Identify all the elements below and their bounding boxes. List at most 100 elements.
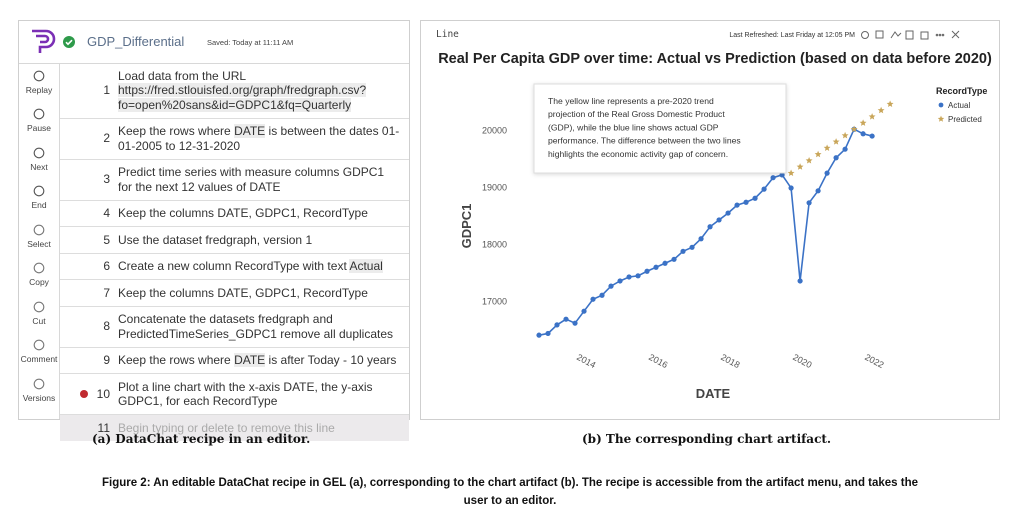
icon-shape [33,70,45,82]
toolbar-button[interactable]: Next [19,140,59,179]
step-text: Keep the rows where DATE is between the … [118,124,400,153]
step-text-part: Load data from the URL [118,68,246,83]
step-number: 3 [60,165,118,194]
y-tick-label: 19000 [482,182,507,192]
data-point [869,133,875,139]
legend-label: Actual [948,101,970,110]
step-number: 11 [97,420,110,435]
placeholder-step[interactable]: 11 Begin typing or delete to remove this … [60,415,409,441]
recipe-steps: 1 Load data from the URL https://fred.stl… [60,63,409,441]
y-tick-label: 17000 [482,296,507,306]
data-point [743,199,749,205]
toolbar-button[interactable]: Select [19,217,59,256]
data-point [806,200,812,206]
data-point [608,283,614,289]
recipe-step[interactable]: 7 Keep the columns DATE, GDPC1, RecordTyp… [60,280,409,307]
tool-icon [33,108,45,120]
icon-shape [33,185,45,197]
toolbar-button[interactable]: Comment [19,333,59,372]
step-number-text: 10 [96,386,110,401]
recipe-step[interactable]: 4 Keep the columns DATE, GDPC1, RecordTyp… [60,201,409,227]
toolbar-button[interactable]: Copy [19,256,59,295]
tool-icon [33,378,45,390]
step-text-part: is between the dates 01-01-2005 to 12-31… [118,124,400,153]
recipe-name[interactable]: GDP_Differential [87,34,185,49]
step-number-text: 2 [103,131,110,146]
data-point [787,169,795,177]
data-point [752,195,758,201]
data-point [662,260,668,266]
step-text-part: Create a new column RecordType with text [118,259,350,273]
toolbar-button[interactable]: Replay [19,63,59,102]
toolbar: Replay Pause Next End Select Copy Cut Comment Ve… [19,63,60,419]
data-point [823,144,831,151]
recipe-step[interactable]: 1 Load data from the URL https://fred.stl… [60,63,409,119]
recipe-editor: GDP_Differential Saved: Today at 11:11 A… [18,20,410,441]
placeholder-text: Begin typing or delete to remove this li… [118,420,335,435]
data-point [824,170,830,176]
annotation-text: projection of the Real Gross Domestic Pr… [548,109,725,119]
toolbar-label: Select [27,238,51,249]
step-text: Concatenate the datasets fredgraph and P… [118,312,400,341]
recipe-step[interactable]: 6 Create a new column RecordType with tex… [60,254,409,280]
tool-icon [33,224,45,236]
recipe-step[interactable]: 2 Keep the rows where DATE is between the… [60,119,409,160]
recipe-step[interactable]: 5 Use the dataset fredgraph, version 1 [60,227,409,254]
data-point [635,273,641,279]
step-text: Load data from the URL https://fred.stlo… [118,69,400,113]
step-token: DATE [234,124,266,138]
panel-icons[interactable] [861,30,960,40]
step-number: 9 [60,353,118,368]
step-number-text: 8 [103,319,110,334]
recipe-step[interactable]: 8 Concatenate the datasets fredgraph and … [60,307,409,348]
step-text: Plot a line chart with the x-axis DATE, … [118,380,400,409]
data-point [814,150,822,158]
step-text-part: Keep the columns DATE, GDPC1, RecordType [118,285,368,300]
step-text-part: Concatenate the datasets fredgraph and P… [118,312,394,341]
tool-icon [33,185,45,197]
recipe-step[interactable]: 10 Plot a line chart with the x-axis DATE… [60,374,409,415]
y-tick-label: 20000 [482,125,507,135]
caption-a: (a) DataChat recipe in an editor. [92,432,311,446]
toolbar-label: Versions [22,392,56,403]
logo [32,29,56,53]
annotation-text: performance. The difference between the … [548,136,741,146]
data-point [581,308,587,314]
step-token: DATE [234,353,266,367]
step-number-text: 4 [103,206,110,220]
icon-shape [33,378,45,390]
tool-icon [33,339,45,351]
toolbar-button[interactable]: End [19,179,59,218]
step-text: Predict time series with measure columns… [118,165,400,194]
toolbar-button[interactable]: Cut [19,294,59,333]
step-text: Use the dataset fredgraph, version 1 [118,233,400,248]
saved-status: Saved: Today at 11:11 AM [207,38,294,47]
data-point [644,268,650,274]
icon-shape [33,262,45,274]
data-point [788,185,794,191]
data-point [536,332,542,338]
data-point [860,131,866,137]
step-number: 5 [60,233,118,248]
annotation-text: The yellow line represents a pre-2020 tr… [548,96,714,106]
recipe-step[interactable]: 9 Keep the rows where DATE is after Today… [60,348,409,374]
data-point [833,155,839,161]
toolbar-button[interactable]: Pause [19,102,59,141]
data-point [886,100,894,108]
step-number-text: 3 [103,172,110,187]
tool-icon [33,301,45,313]
data-point [841,131,849,139]
step-number: 4 [60,206,118,221]
toolbar-button[interactable]: Versions [19,371,59,410]
toolbar-label: Pause [26,123,52,134]
step-number: 10 [60,380,118,409]
caption-b: (b) The corresponding chart artifact. [582,432,832,446]
icon-shape [33,301,45,313]
step-text-part: Keep the rows where [118,124,235,138]
data-point [716,217,722,223]
figure-caption: Figure 2: An editable DataChat recipe in… [101,477,919,507]
data-point [796,163,804,170]
recipe-step[interactable]: 3 Predict time series with measure column… [60,160,409,201]
step-number: 1 [60,69,118,113]
